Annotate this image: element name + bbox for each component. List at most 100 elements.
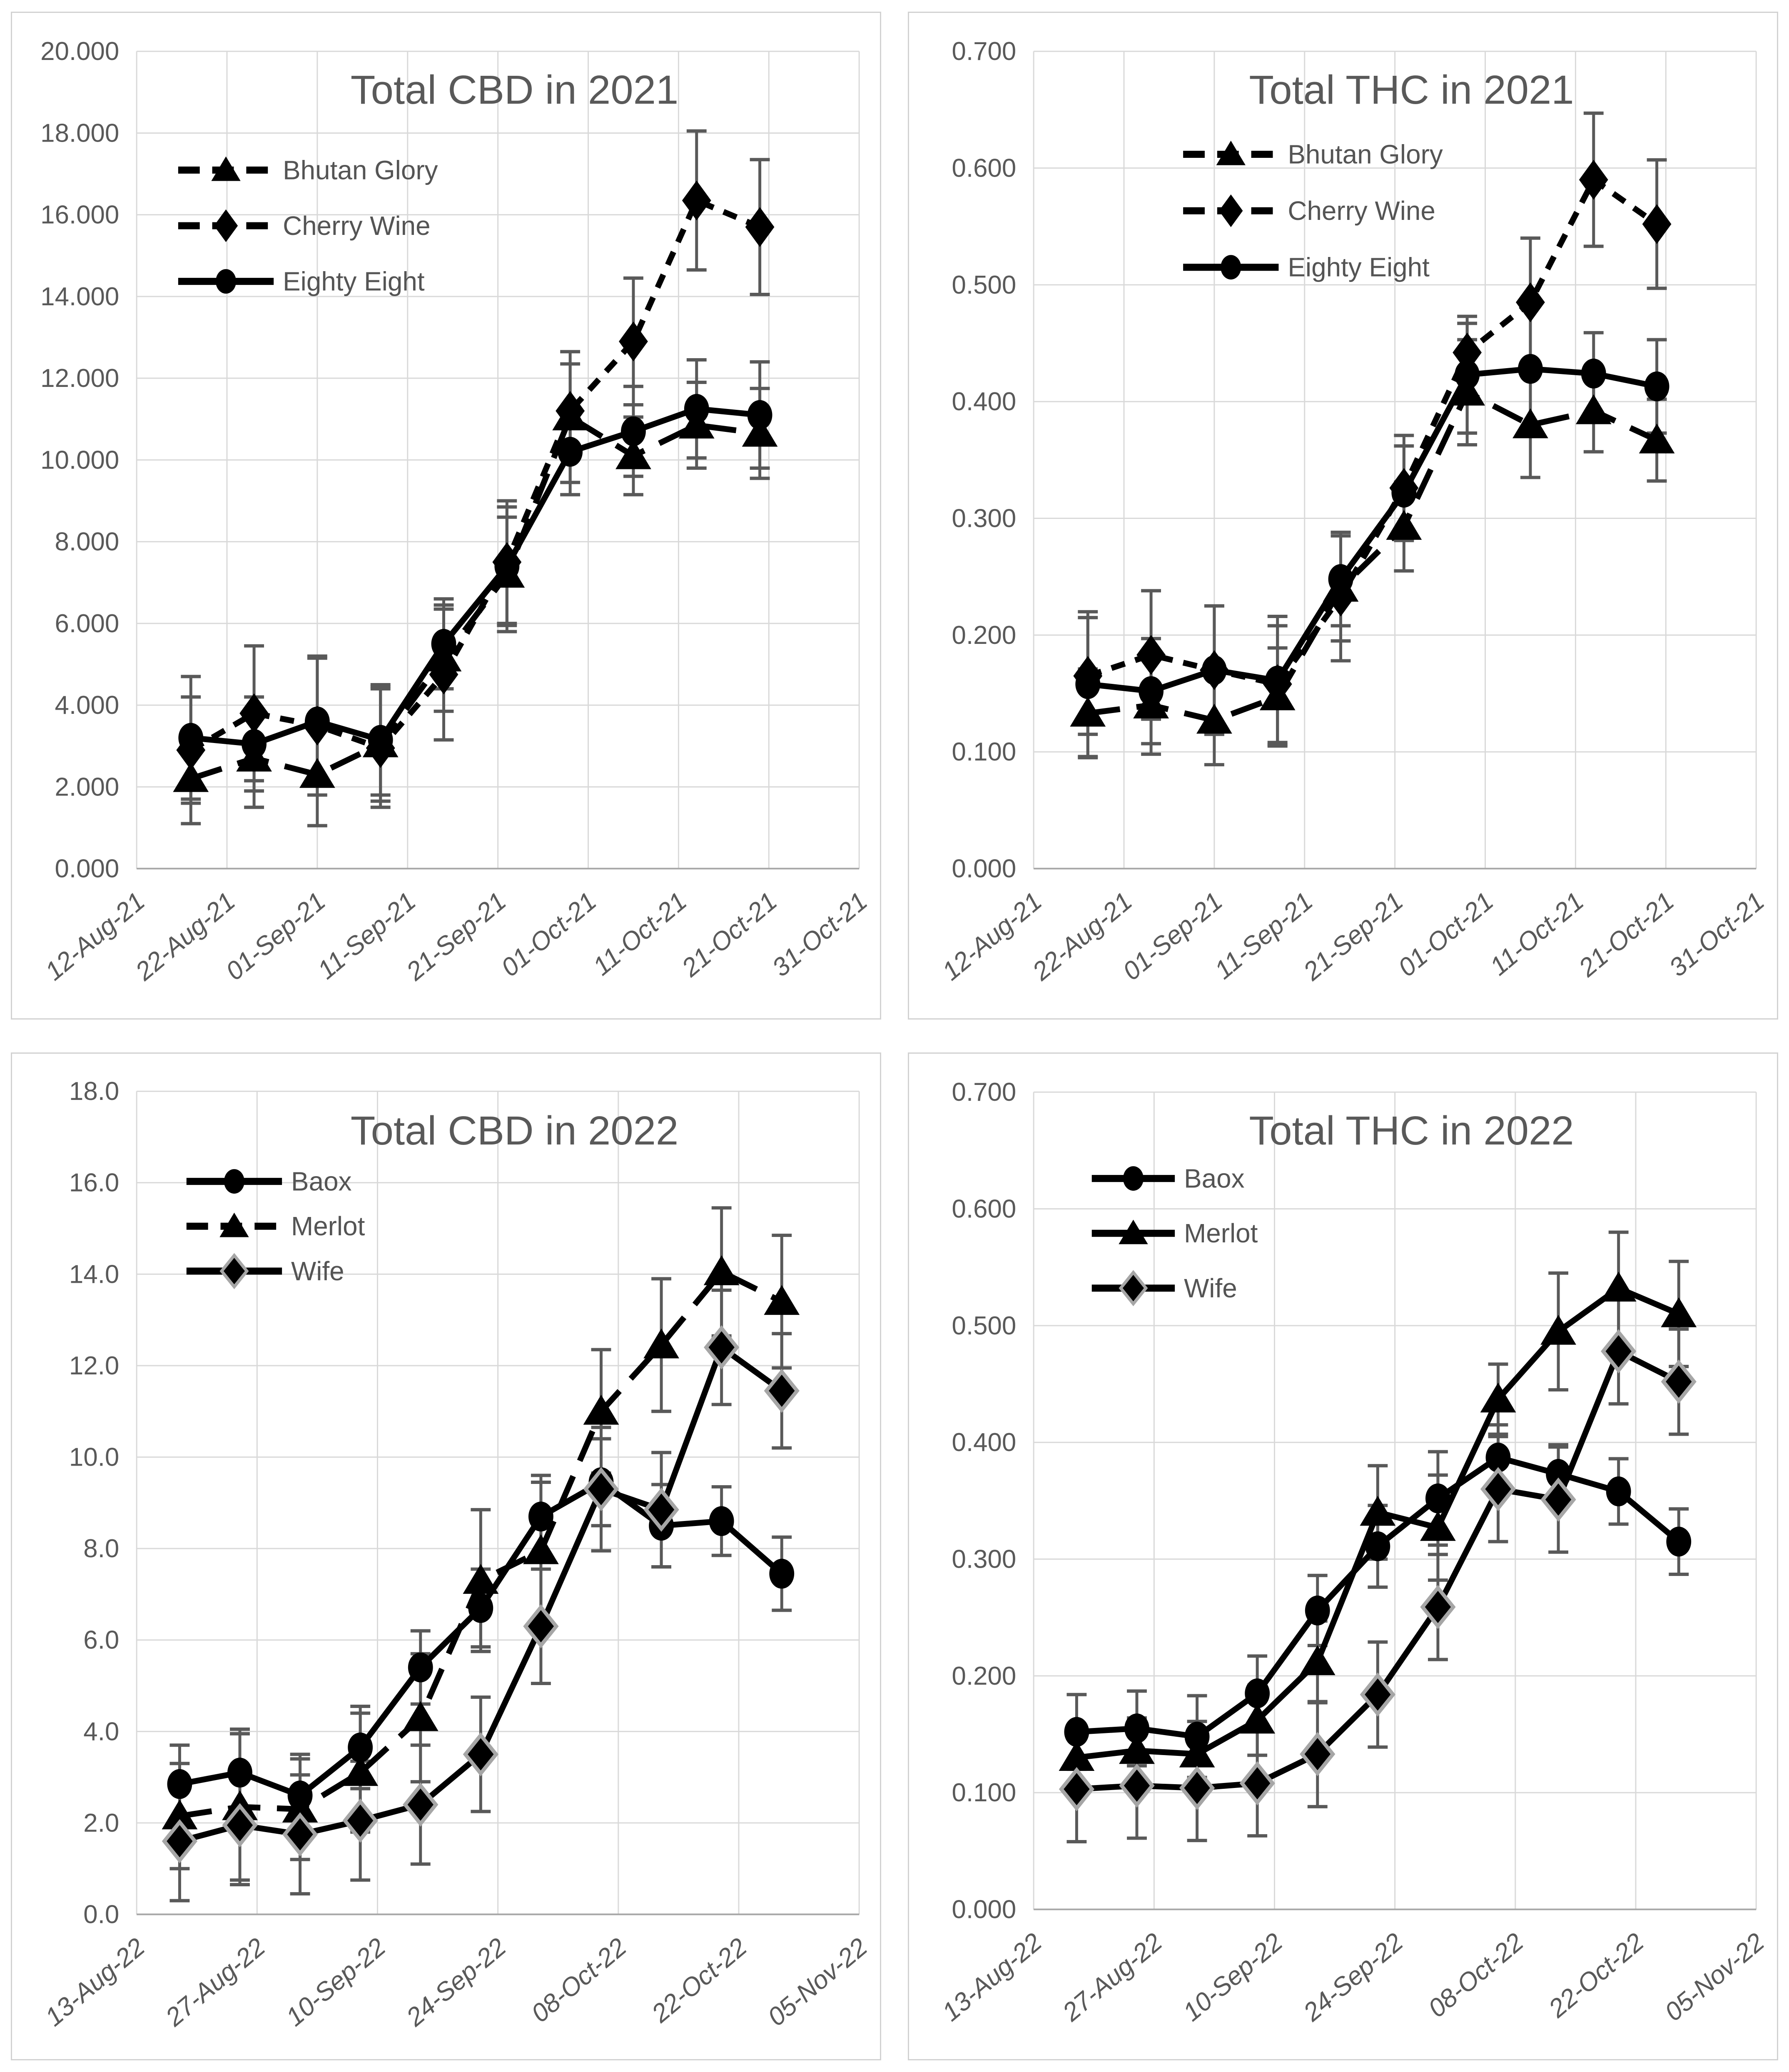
data-point-marker (299, 758, 335, 788)
data-point-marker (1480, 1382, 1516, 1413)
x-tick-label: 05-Nov-22 (762, 1932, 873, 2032)
data-point-marker (1661, 1297, 1697, 1327)
data-point-marker (704, 1325, 740, 1370)
data-point-marker (239, 693, 269, 733)
y-tick-label: 16.000 (40, 201, 119, 229)
data-point-marker (1179, 1765, 1215, 1810)
data-point-marker (1239, 1703, 1276, 1734)
legend-marker-circle (1123, 1166, 1144, 1191)
data-point-marker (1540, 1315, 1576, 1345)
gridlines (1033, 50, 1757, 870)
legend-label: Baox (291, 1167, 352, 1197)
chart-total-cbd-2021: 0.000 2.000 4.000 6.000 8.000 10.000 12.000 14.… (40, 37, 873, 986)
data-point-marker (1196, 703, 1232, 734)
data-point-marker (1600, 1272, 1637, 1302)
legend-item-baox: Baox (186, 1167, 352, 1197)
legend-item-merlot: Merlot (186, 1211, 365, 1241)
x-tick-label: 24-Sep-22 (401, 1932, 511, 2032)
x-tick-label: 22-Oct-22 (1543, 1927, 1649, 2023)
data-point-marker (282, 1793, 318, 1823)
data-point-marker (173, 762, 209, 792)
legend-label: Wife (291, 1256, 344, 1286)
data-point-marker (1070, 696, 1106, 727)
series-line (1087, 177, 1659, 687)
data-point-marker (1299, 1645, 1336, 1676)
data-point-marker (1386, 510, 1422, 540)
y-tick-label: 0.000 (952, 1895, 1017, 1924)
series-eighty-eight (178, 394, 772, 759)
panel-total-cbd-2022: 0.0 2.0 4.0 6.0 8.0 10.0 12.0 14.0 16.0 18.0 13-Au… (11, 1052, 881, 2060)
legend-marker-triangle (1216, 140, 1246, 165)
x-tick-label: 01-Sep-21 (1117, 887, 1228, 986)
x-tick-label: 05-Nov-22 (1659, 1927, 1770, 2027)
y-tick-label: 18.000 (40, 119, 119, 147)
data-point-marker (1059, 1767, 1095, 1811)
y-tick-label: 0.600 (952, 154, 1017, 182)
data-point-marker (1455, 359, 1480, 390)
data-point-marker (1179, 1737, 1215, 1768)
x-tick-label: 08-Oct-22 (526, 1932, 632, 2028)
data-point-marker (703, 1255, 740, 1285)
legend-item-merlot: Merlot (1091, 1218, 1258, 1248)
data-point-marker (583, 1467, 619, 1511)
data-point-marker (403, 1782, 439, 1827)
data-point-marker (1606, 1476, 1631, 1506)
data-point-marker (1485, 1442, 1511, 1473)
chart-title: Total THC in 2021 (1249, 67, 1574, 112)
data-point-marker (558, 436, 583, 467)
data-point-marker (1245, 1678, 1270, 1708)
data-point-marker (1453, 332, 1482, 373)
y-tick-label: 2.000 (55, 773, 120, 801)
legend-item-baox: Baox (1091, 1164, 1245, 1194)
data-point-marker (429, 654, 458, 695)
data-point-marker (621, 416, 646, 446)
data-point-marker (764, 1285, 800, 1315)
data-point-marker (1420, 1511, 1456, 1541)
series-line (189, 197, 761, 753)
data-point-marker (1305, 1596, 1330, 1626)
data-point-marker (1119, 1763, 1155, 1808)
data-point-marker (1666, 1526, 1692, 1557)
legend-marker-diamond-outline (1119, 1270, 1148, 1307)
data-point-marker (1644, 371, 1669, 401)
y-tick-label: 0.0 (83, 1900, 119, 1929)
y-tick-label: 4.0 (83, 1717, 119, 1746)
data-point-marker (1075, 669, 1101, 699)
data-point-marker (1642, 204, 1672, 244)
legend-label: Baox (1184, 1164, 1245, 1194)
series-cherry-wine (176, 180, 775, 770)
data-point-marker (1064, 1717, 1089, 1747)
x-tick-label: 11-Oct-21 (1485, 887, 1589, 981)
legend-item-cherry-wine: Cherry Wine (178, 209, 431, 242)
series-eighty-eight (1075, 354, 1669, 706)
data-point-marker (178, 723, 204, 753)
data-point-marker (348, 1732, 373, 1763)
x-tick-label: 22-Aug-21 (130, 887, 241, 986)
x-tick-label: 01-Oct-21 (496, 887, 602, 982)
legend: Bhutan Glory Cherry Wine Eighty Eight (1183, 139, 1443, 282)
y-tick-label: 16.0 (69, 1169, 119, 1197)
x-tick-label: 12-Aug-21 (937, 887, 1047, 986)
data-point-marker (1360, 1672, 1395, 1717)
data-point-marker (742, 416, 778, 447)
data-point-marker (1540, 1477, 1576, 1522)
data-point-marker (1265, 666, 1290, 696)
series-bhutan-glory (1070, 375, 1675, 734)
legend-marker-diamond-outline (219, 1253, 249, 1289)
y-tick-label: 12.000 (40, 364, 119, 393)
data-point-marker (1391, 477, 1417, 508)
y-tick-label: 0.100 (952, 738, 1017, 766)
chart-title: Total THC in 2022 (1249, 1108, 1574, 1153)
data-point-marker (162, 1799, 198, 1830)
gridlines (136, 1090, 860, 1915)
data-point-marker (494, 551, 520, 581)
chart-total-thc-2021: 0.000 0.100 0.200 0.300 0.400 0.500 0.600 0.700… (937, 37, 1770, 986)
data-point-marker (1581, 359, 1606, 389)
data-point-marker (167, 1769, 192, 1799)
legend-marker-triangle (219, 1212, 249, 1237)
x-tick-label: 21-Oct-21 (1573, 887, 1680, 982)
legend-item-bhutan-glory: Bhutan Glory (1183, 139, 1443, 169)
y-axis-labels: 0.000 2.000 4.000 6.000 8.000 10.000 12.000 14.… (40, 37, 119, 883)
y-tick-label: 6.000 (55, 609, 120, 638)
data-point-marker (222, 1803, 258, 1848)
